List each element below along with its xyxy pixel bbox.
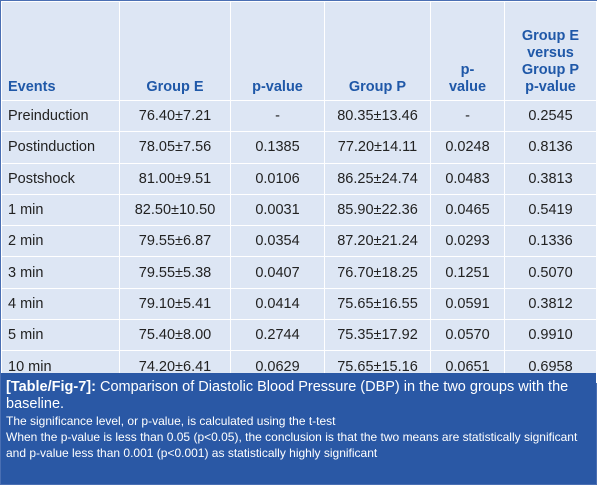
value-cell: 0.2545 [504, 99, 597, 133]
table-row: 5 min 75.40±8.00 0.2744 75.35±17.92 0.0570 0.… [1, 319, 597, 352]
value-cell: 75.40±8.00 [119, 319, 231, 352]
value-cell: 79.55±6.87 [119, 225, 231, 258]
caption-note-significance: When the p-value is less than 0.05 (p<0.… [6, 430, 578, 460]
value-cell: 0.3813 [504, 162, 597, 195]
header-events: Events [1, 1, 120, 101]
table-row: 2 min 79.55±6.87 0.0354 87.20±21.24 0.0293 0.… [1, 225, 597, 258]
value-cell: 80.35±13.46 [324, 99, 431, 133]
event-cell: 4 min [1, 287, 120, 321]
value-cell: 78.05±7.56 [119, 131, 231, 164]
header-group-p: Group P [324, 1, 431, 101]
value-cell: 76.40±7.21 [119, 99, 231, 133]
value-cell: 0.0248 [430, 131, 505, 164]
value-cell: 85.90±22.36 [324, 193, 431, 227]
header-p-value-p: p-value [430, 1, 505, 101]
header-group-e: Group E [119, 1, 231, 101]
value-cell: 0.1251 [430, 256, 505, 289]
value-cell: 79.55±5.38 [119, 256, 231, 289]
value-cell: 0.0031 [230, 193, 325, 227]
value-cell: 0.0106 [230, 162, 325, 195]
table-row: Preinduction 76.40±7.21-80.35±13.46-0.254… [1, 99, 597, 133]
value-cell: - [230, 99, 325, 133]
value-cell: 0.0407 [230, 256, 325, 289]
value-cell: 87.20±21.24 [324, 225, 431, 258]
value-cell: - [430, 99, 505, 133]
table-body: Preinduction 76.40±7.21-80.35±13.46-0.254… [1, 99, 597, 383]
value-cell: 0.0414 [230, 287, 325, 321]
table-caption: [Table/Fig-7]: Comparison of Diastolic B… [1, 373, 596, 484]
value-cell: 0.3812 [504, 287, 597, 321]
value-cell: 0.0483 [430, 162, 505, 195]
value-cell: 75.65±16.55 [324, 287, 431, 321]
value-cell: 0.2744 [230, 319, 325, 352]
event-cell: Postshock [1, 162, 120, 195]
event-cell: 1 min [1, 193, 120, 227]
header-p-value-e: p-value [230, 1, 325, 101]
value-cell: 0.9910 [504, 319, 597, 352]
value-cell: 0.0465 [430, 193, 505, 227]
event-cell: Preinduction [1, 99, 120, 133]
value-cell: 0.0591 [430, 287, 505, 321]
caption-note-ttest: The significance level, or p-value, is c… [6, 414, 336, 428]
value-cell: 76.70±18.25 [324, 256, 431, 289]
event-cell: Postinduction [1, 131, 120, 164]
table-row: Postinduction 78.05±7.56 0.1385 77.20±14.11… [1, 131, 597, 164]
event-cell: 2 min [1, 225, 120, 258]
table-row: Postshock 81.00±9.51 0.0106 86.25±24.74 0.04… [1, 162, 597, 195]
value-cell: 0.1336 [504, 225, 597, 258]
value-cell: 86.25±24.74 [324, 162, 431, 195]
event-cell: 5 min [1, 319, 120, 352]
value-cell: 0.0293 [430, 225, 505, 258]
value-cell: 0.1385 [230, 131, 325, 164]
table-row: 4 min 79.10±5.41 0.0414 75.65±16.55 0.0591 0.… [1, 287, 597, 321]
value-cell: 81.00±9.51 [119, 162, 231, 195]
value-cell: 0.0354 [230, 225, 325, 258]
value-cell: 0.5419 [504, 193, 597, 227]
value-cell: 77.20±14.11 [324, 131, 431, 164]
value-cell: 0.0570 [430, 319, 505, 352]
caption-ref: [Table/Fig-7]: [6, 379, 96, 395]
caption-text: Comparison of Diastolic Blood Pressure (… [6, 379, 569, 412]
value-cell: 82.50±10.50 [119, 193, 231, 227]
value-cell: 79.10±5.41 [119, 287, 231, 321]
value-cell: 75.35±17.92 [324, 319, 431, 352]
event-cell: 3 min [1, 256, 120, 289]
value-cell: 0.5070 [504, 256, 597, 289]
table-row: 1 min 82.50±10.50 0.0031 85.90±22.36 0.0465 0… [1, 193, 597, 227]
caption-title: [Table/Fig-7]: Comparison of Diastolic B… [6, 379, 591, 413]
table-row: 3 min 79.55±5.38 0.0407 76.70±18.25 0.1251 0.… [1, 256, 597, 289]
value-cell: 0.8136 [504, 131, 597, 164]
